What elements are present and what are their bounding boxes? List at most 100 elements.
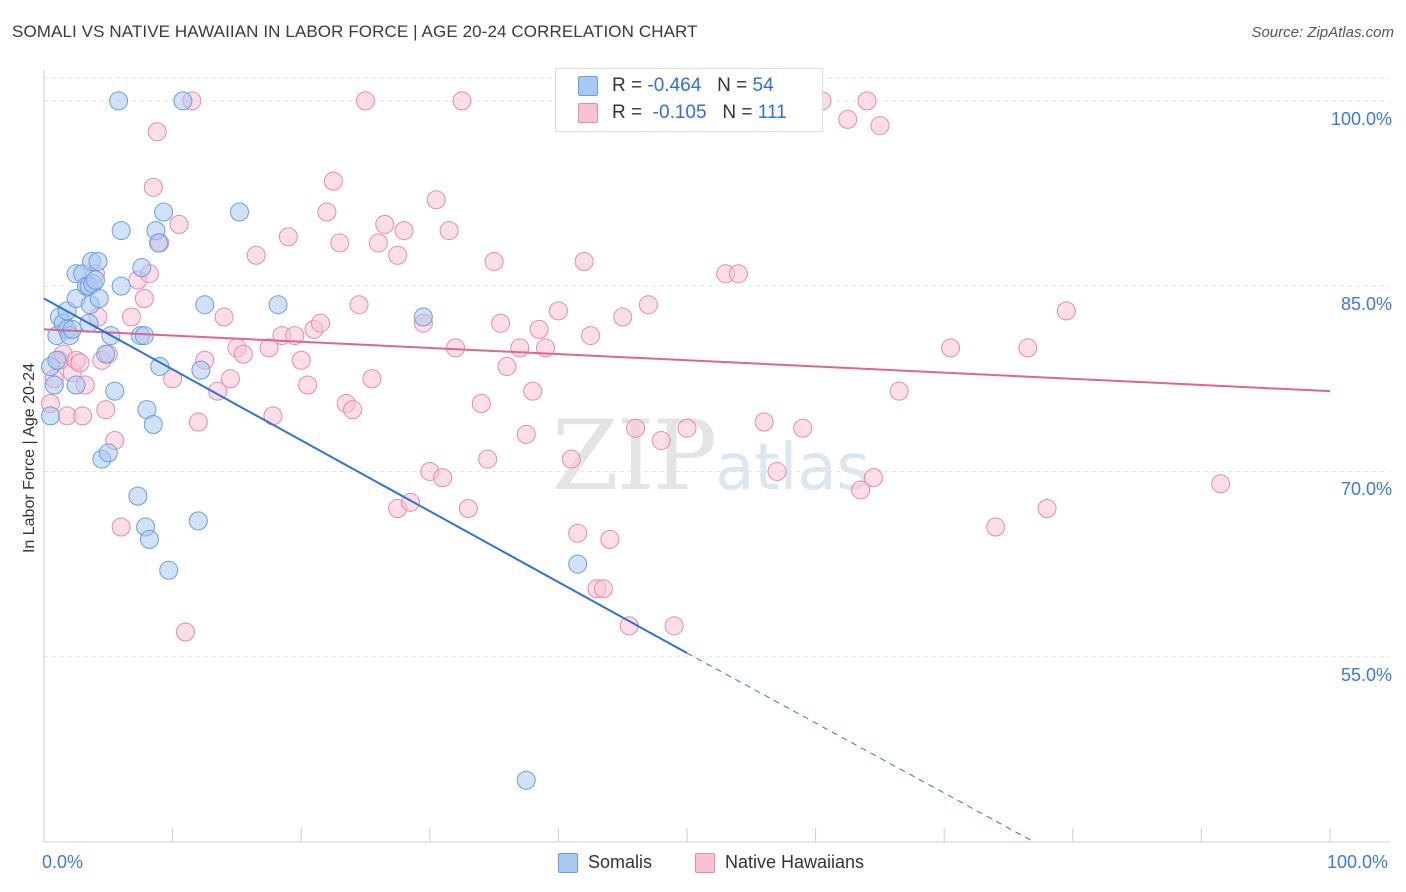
hawaiian-point [121, 307, 141, 327]
legend-n-value-somali: 54 [752, 75, 774, 96]
somali-point [85, 270, 105, 290]
hawaiian-point [651, 431, 671, 451]
hawaiian-point [439, 221, 459, 241]
y-tick-label: 100.0% [1330, 108, 1392, 129]
hawaiian-point [349, 295, 369, 315]
hawaiian-point [323, 171, 343, 191]
somali-trend-extension [686, 652, 1035, 843]
somali-point [516, 770, 536, 790]
somali-point [44, 375, 64, 395]
hawaiian-point [246, 245, 266, 265]
somali-point [96, 344, 116, 364]
hawaiian-point [175, 622, 195, 642]
somali-point [109, 91, 129, 111]
hawaiian-point [388, 245, 408, 265]
somali-point [159, 560, 179, 580]
hawaiian-point [317, 202, 337, 222]
hawaiian-point [497, 356, 517, 376]
bottom-legend-somali: Somalis [558, 852, 652, 873]
somali-point [139, 529, 159, 549]
somali-point [568, 554, 588, 574]
hawaiian-point [484, 251, 504, 271]
somali-point [88, 251, 108, 271]
somali-point [62, 319, 82, 339]
hawaiian-point [851, 480, 871, 500]
hawaiian-point [471, 394, 491, 414]
hawaiian-point [343, 400, 363, 420]
hawaiian-point [529, 319, 549, 339]
hawaiian-point [291, 350, 311, 370]
hawaiian-point [677, 418, 697, 438]
hawaiian-point [523, 381, 543, 401]
somali-point [89, 289, 109, 309]
hawaiian-point [259, 338, 279, 358]
hawaiian-point [1037, 498, 1057, 518]
hawaiian-trend-line [43, 328, 1331, 393]
hawaiian-point [362, 369, 382, 389]
hawaiian-point [754, 412, 774, 432]
somali-point [98, 443, 118, 463]
somali-point [191, 360, 211, 380]
hawaiian-point [73, 406, 93, 426]
legend-swatch-somali [578, 76, 598, 96]
source-credit: Source: ZipAtlas.com [1251, 24, 1394, 41]
somali-points [40, 91, 588, 790]
hawaiian-point [298, 375, 318, 395]
hawaiian-point [143, 177, 163, 197]
hawaiian-point [368, 233, 388, 253]
somali-point [134, 326, 154, 346]
hawaiian-point [793, 418, 813, 438]
somali-point [188, 511, 208, 531]
legend-n-value-hawaiian: 111 [757, 102, 787, 123]
hawaiian-point [638, 295, 658, 315]
legend-row-somali: R = -0.464 N = 54 [578, 74, 774, 98]
hawaiian-point [568, 523, 588, 543]
hawaiian-point [1018, 338, 1038, 358]
bottom-legend-somali-label: Somalis [588, 852, 653, 872]
hawaiian-point [516, 424, 536, 444]
somali-point [143, 415, 163, 435]
trend-lines [43, 297, 1331, 843]
hawaiian-point [375, 214, 395, 234]
hawaiian-point [863, 468, 883, 488]
legend-n-label: N = [722, 102, 753, 123]
correlation-legend: R = -0.464 N = 54 R = -0.105 N = 111 [555, 68, 823, 132]
somali-point [47, 350, 67, 370]
hawaiian-point [593, 579, 613, 599]
hawaiian-point [548, 301, 568, 321]
hawaiian-point [96, 400, 116, 420]
hawaiian-point [1211, 474, 1231, 494]
hawaiian-point [767, 461, 787, 481]
hawaiian-point [356, 91, 375, 111]
bottom-legend-hawaiian: Native Hawaiians [695, 852, 864, 873]
chart-title: SOMALI VS NATIVE HAWAIIAN IN LABOR FORCE… [12, 22, 698, 41]
hawaiian-point [574, 251, 594, 271]
bottom-swatch-somali [558, 852, 578, 873]
hawaiian-point [458, 498, 478, 518]
hawaiian-point [1056, 301, 1076, 321]
hawaiian-point [433, 468, 453, 488]
hawaiian-point [214, 307, 234, 327]
hawaiian-point [233, 344, 253, 364]
hawaiian-point [278, 227, 298, 247]
somali-point [66, 375, 86, 395]
hawaiian-point [310, 313, 330, 333]
somali-point [148, 233, 168, 253]
legend-r-label: R = [612, 102, 643, 123]
somali-point [128, 486, 148, 506]
y-tick-label: 55.0% [1340, 664, 1392, 685]
somali-point [111, 276, 131, 296]
legend-row-hawaiian: R = -0.105 N = 111 [578, 101, 787, 125]
hawaiian-point [70, 353, 90, 373]
hawaiian-point [111, 517, 131, 537]
somali-point [268, 295, 288, 315]
hawaiian-point [728, 264, 748, 284]
somali-point [229, 202, 249, 222]
hawaiian-point [857, 91, 877, 111]
hawaiian-point [330, 233, 350, 253]
legend-n-label: N = [717, 75, 748, 96]
hawaiian-point [561, 449, 581, 469]
legend-swatch-hawaiian [578, 103, 598, 123]
axes [43, 70, 1390, 843]
somali-trend-line [43, 297, 688, 654]
